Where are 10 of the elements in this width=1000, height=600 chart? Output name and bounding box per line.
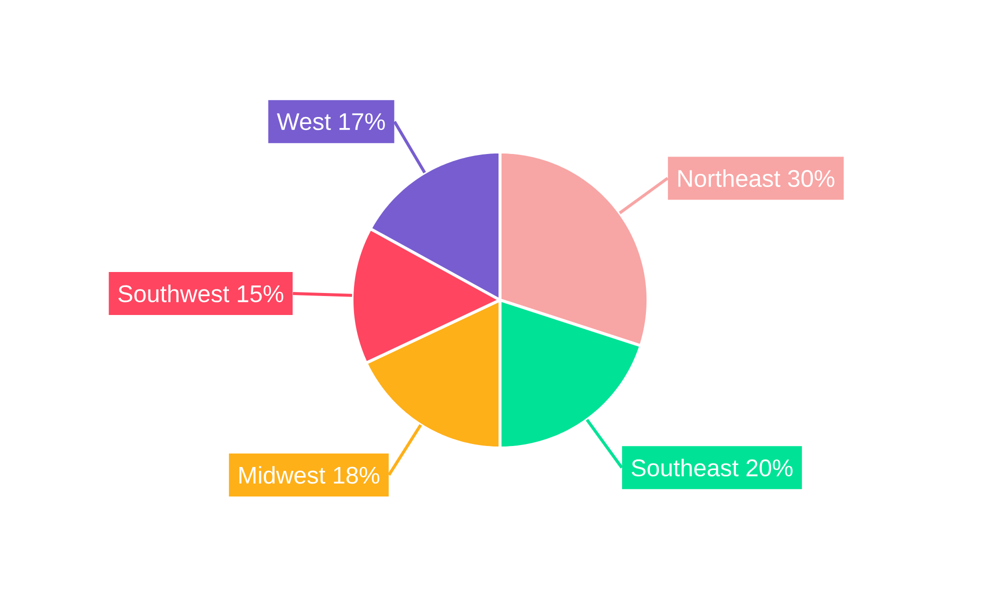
data-label: 15% bbox=[238, 285, 284, 302]
slice-label: Southeast bbox=[632, 458, 738, 476]
slice-label: West bbox=[276, 113, 331, 130]
slice-label: Southwest bbox=[118, 284, 230, 302]
slice-label: Midwest bbox=[239, 466, 326, 484]
slice-label: Northeast bbox=[678, 169, 780, 188]
data-label: 18% bbox=[334, 466, 380, 484]
data-label: 30% bbox=[788, 170, 834, 188]
data-label: 20% bbox=[746, 459, 793, 476]
data-label: 17% bbox=[340, 113, 385, 130]
